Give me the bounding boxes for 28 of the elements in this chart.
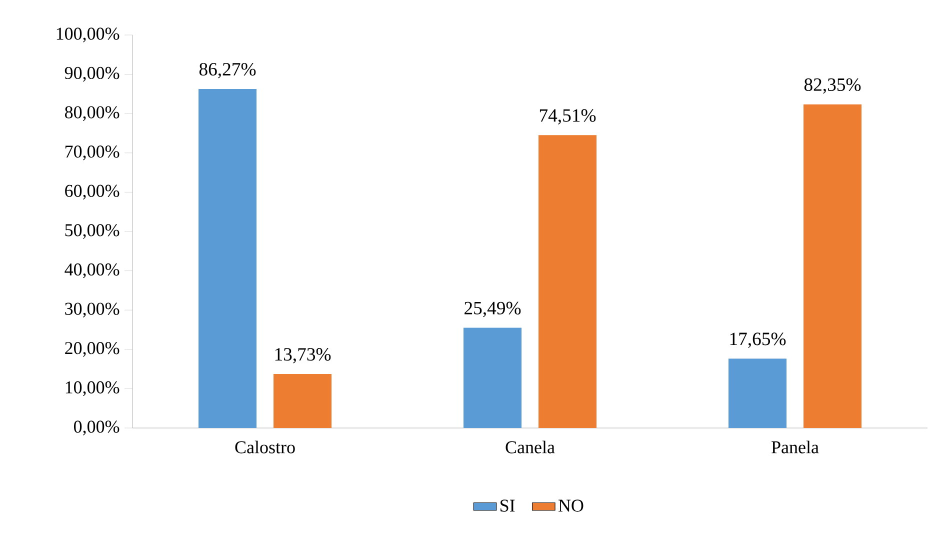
- y-tick-label: 20,00%: [65, 342, 120, 357]
- bar: [198, 88, 257, 428]
- x-tick-label: Canela: [506, 440, 555, 454]
- bar: [728, 358, 787, 428]
- y-tick-label: 0,00%: [74, 420, 120, 436]
- y-tick-label: 60,00%: [65, 184, 120, 200]
- x-tick-label: Calostro: [235, 440, 295, 454]
- y-tick-label: 100,00%: [56, 28, 120, 42]
- x-tick-label: Panela: [772, 440, 819, 454]
- bar: [804, 104, 862, 428]
- y-tick-label: 10,00%: [66, 381, 120, 396]
- y-tick-label: 30,00%: [65, 302, 120, 318]
- y-tick-label: 50,00%: [65, 224, 120, 239]
- data-label: 17,65%: [730, 332, 786, 348]
- bar: [464, 328, 522, 428]
- legend-label: SI: [500, 500, 515, 512]
- y-tick-label: 80,00%: [65, 106, 120, 121]
- bar: [538, 135, 597, 428]
- data-label: 86,27%: [199, 62, 256, 78]
- y-tick-label: 70,00%: [66, 146, 120, 160]
- data-label: 82,35%: [804, 78, 861, 94]
- data-label: 74,51%: [540, 109, 596, 124]
- y-tick-label: 90,00%: [64, 66, 120, 82]
- legend-label: NO: [558, 500, 584, 512]
- data-label: 25,49%: [464, 302, 521, 318]
- bar: [274, 374, 332, 428]
- y-tick-label: 40,00%: [64, 263, 120, 278]
- data-label: 13,73%: [275, 348, 331, 364]
